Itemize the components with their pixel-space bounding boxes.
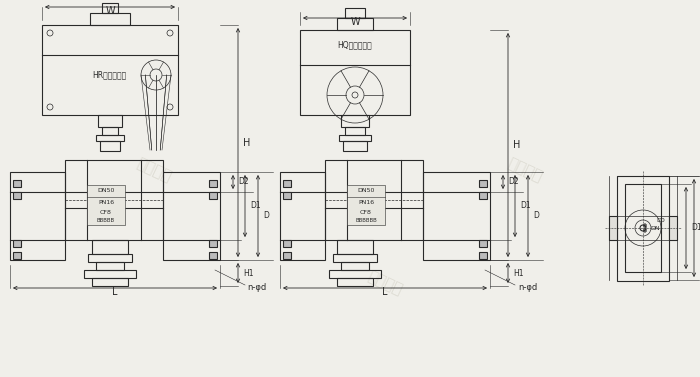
Text: D1: D1 <box>691 224 700 233</box>
Bar <box>283 192 291 199</box>
Bar <box>479 192 487 199</box>
Bar <box>337 18 373 30</box>
Bar <box>300 30 410 115</box>
Bar <box>423 172 490 260</box>
Text: D2: D2 <box>238 178 248 187</box>
Text: 川广阀门: 川广阀门 <box>134 155 174 184</box>
Bar <box>84 270 136 278</box>
Bar <box>90 13 130 25</box>
Bar <box>341 262 369 270</box>
Bar <box>617 176 669 281</box>
Text: H1: H1 <box>513 268 524 277</box>
Bar <box>669 216 677 240</box>
Bar <box>10 172 65 260</box>
Text: D1: D1 <box>250 201 260 210</box>
Bar <box>283 180 291 187</box>
Bar <box>13 192 21 199</box>
Bar <box>280 172 325 260</box>
Bar <box>13 240 21 247</box>
Bar <box>329 270 381 278</box>
Bar <box>42 25 178 115</box>
Bar <box>341 115 369 127</box>
Bar <box>65 160 163 240</box>
Text: D: D <box>263 211 269 221</box>
Text: CF8: CF8 <box>360 210 372 216</box>
Text: CF8: CF8 <box>100 210 112 216</box>
Text: DN: DN <box>650 225 659 230</box>
Bar <box>13 252 21 259</box>
Text: D1: D1 <box>520 201 531 210</box>
Bar <box>345 127 365 135</box>
Text: HR系列执行器: HR系列执行器 <box>92 70 126 80</box>
Text: L: L <box>382 287 388 297</box>
Bar <box>92 278 128 286</box>
Text: D: D <box>533 211 539 221</box>
Bar <box>325 160 423 240</box>
Bar <box>347 185 385 225</box>
Bar <box>209 252 217 259</box>
Bar <box>209 240 217 247</box>
Bar <box>209 192 217 199</box>
Bar <box>102 3 118 13</box>
Text: H: H <box>243 138 251 147</box>
Bar <box>163 172 220 260</box>
Text: PN16: PN16 <box>358 201 374 205</box>
Bar <box>625 184 661 272</box>
Bar <box>98 115 122 127</box>
Bar <box>13 180 21 187</box>
Text: W: W <box>350 17 360 27</box>
Bar <box>337 278 373 286</box>
Bar <box>609 216 617 240</box>
Bar <box>345 8 365 18</box>
Text: DN50: DN50 <box>357 188 374 193</box>
Text: n-φd: n-φd <box>247 284 267 293</box>
Text: 川广阀门: 川广阀门 <box>505 155 545 184</box>
Text: DN50: DN50 <box>97 188 115 193</box>
Text: D2: D2 <box>508 178 519 187</box>
Bar <box>283 252 291 259</box>
Bar <box>337 240 373 254</box>
Bar <box>96 262 124 270</box>
Bar <box>88 254 132 262</box>
Bar <box>339 135 371 141</box>
Text: L: L <box>112 287 118 297</box>
Bar <box>100 141 120 151</box>
Bar <box>209 180 217 187</box>
Bar <box>479 240 487 247</box>
Bar <box>87 185 125 225</box>
Text: HQ系列执行器: HQ系列执行器 <box>337 40 372 49</box>
Text: BBBBBB: BBBBBB <box>355 218 377 222</box>
Text: D0: D0 <box>656 218 665 222</box>
Bar <box>92 240 128 254</box>
Text: 川广阀门: 川广阀门 <box>365 268 405 297</box>
Text: PN16: PN16 <box>98 201 114 205</box>
Text: n-φd: n-φd <box>519 284 538 293</box>
Text: BBBBB: BBBBB <box>97 218 115 222</box>
Bar <box>479 252 487 259</box>
Text: W: W <box>105 6 115 16</box>
Bar <box>479 180 487 187</box>
Bar <box>283 240 291 247</box>
Bar <box>96 135 124 141</box>
Bar <box>102 127 118 135</box>
Text: D: D <box>699 224 700 233</box>
Bar <box>343 141 367 151</box>
Text: H1: H1 <box>243 268 253 277</box>
Text: H: H <box>513 140 520 150</box>
Bar <box>333 254 377 262</box>
